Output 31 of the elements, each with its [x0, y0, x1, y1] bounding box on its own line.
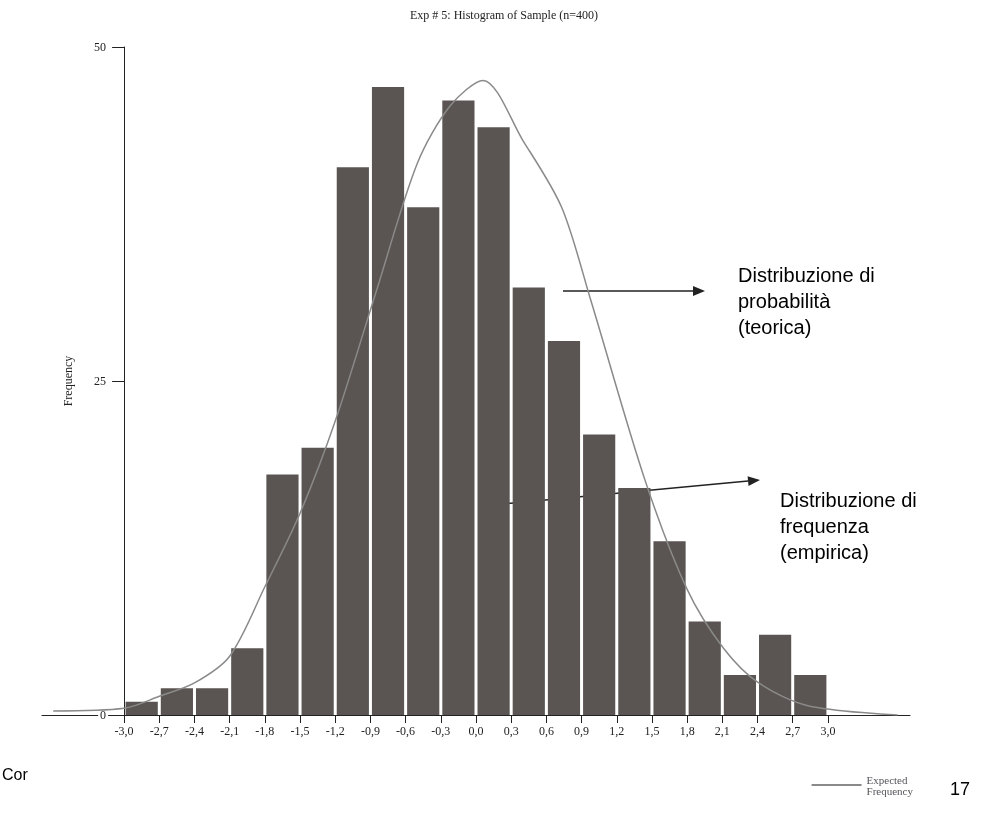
annotation: Distribuzione di probabilità (teorica): [738, 264, 875, 338]
x-tick-label: -1,8: [255, 724, 275, 738]
x-tick-label: -0,3: [431, 724, 451, 738]
x-tick-label: -1,5: [290, 724, 310, 738]
y-tick-label: 0: [100, 708, 107, 722]
x-tick-label: 0,9: [574, 724, 590, 738]
x-tick-label: 3,0: [820, 724, 836, 738]
x-tick-label: 1,8: [679, 724, 695, 738]
y-tick-label: 25: [94, 374, 107, 388]
y-tick-label: 50: [94, 40, 107, 54]
x-tick-label: 2,4: [750, 724, 766, 738]
y-axis-title: Frequency: [61, 355, 76, 407]
text: Cor: [2, 765, 29, 783]
x-tick-label: 0,3: [503, 724, 519, 738]
legend-label: Expected Frequency: [866, 773, 914, 797]
x-tick-label: 2,7: [785, 724, 801, 738]
x-tick-label: 2,1: [714, 724, 730, 738]
text: 17: [950, 778, 971, 799]
x-tick-label: -0,9: [360, 724, 380, 738]
x-tick-label: -2,1: [220, 724, 240, 738]
x-tick-label: -0,6: [396, 724, 416, 738]
x-tick-label: -3,0: [114, 724, 134, 738]
x-tick-label: 0,6: [538, 724, 554, 738]
annotation: Distribuzione di frequenza (empirica): [780, 489, 917, 563]
x-tick-label: 1,5: [644, 724, 660, 738]
chart-title: Exp # 5: Histogram of Sample (n=400): [409, 8, 599, 22]
x-tick-label: 0,0: [468, 724, 484, 738]
x-tick-label: 1,2: [609, 724, 625, 738]
x-tick-label: -2,4: [184, 724, 204, 738]
x-tick-label: -1,2: [325, 724, 345, 738]
x-tick-label: -2,7: [149, 724, 169, 738]
